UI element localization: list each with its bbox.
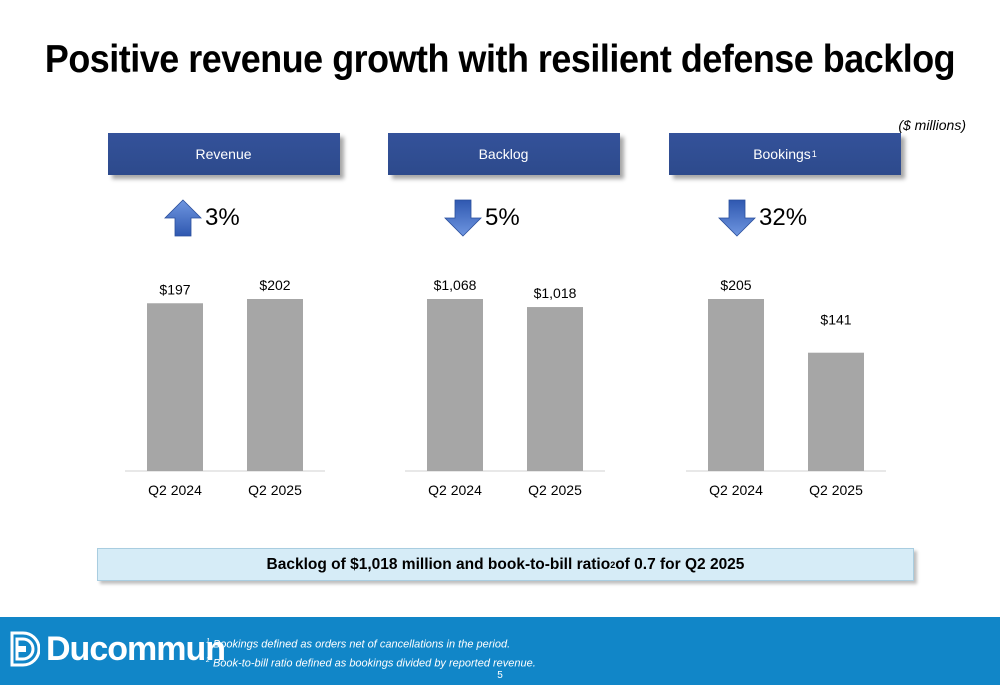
- revenue-header: Revenue: [108, 133, 340, 175]
- page-title: Positive revenue growth with resilient d…: [44, 38, 956, 81]
- arrow-down-icon: [718, 199, 756, 237]
- revenue-panel: Revenue 3% $197 Q2 2024 $202 Q2 2025: [108, 133, 348, 498]
- ducommun-logo-icon: [10, 631, 40, 667]
- bar-chart: $197 Q2 2024 $202 Q2 2025: [125, 277, 325, 498]
- footnote-1-sup: 1: [206, 638, 210, 645]
- units-label: ($ millions): [898, 117, 966, 133]
- bar-q2-2025: [247, 299, 303, 471]
- bar-q2-2024: [708, 299, 764, 471]
- footnote-2: 2 Book-to-bill ratio defined as bookings…: [206, 653, 536, 672]
- x-tick-label: Q2 2024: [709, 482, 763, 498]
- bar-q2-2025: [527, 307, 583, 471]
- data-label: $1,018: [534, 285, 577, 301]
- bar-q2-2025: [808, 352, 864, 471]
- backlog-panel: Backlog 5% $1,068 Q2 2024 $1,018 Q2 2025: [388, 133, 628, 498]
- data-label: $202: [259, 277, 290, 293]
- revenue-chart: $197 Q2 2024 $202 Q2 2025: [108, 269, 348, 499]
- brand-name: Ducommun: [46, 630, 226, 668]
- banner-sup: 2: [610, 559, 616, 570]
- revenue-change: 3%: [163, 197, 240, 239]
- bookings-header-sup: 1: [811, 149, 817, 159]
- bookings-change-value: 32%: [759, 204, 808, 231]
- x-tick-label: Q2 2024: [148, 482, 202, 498]
- data-label: $197: [159, 281, 190, 297]
- x-tick-label: Q2 2024: [428, 482, 482, 498]
- brand-logo: Ducommun: [10, 630, 226, 668]
- data-label: $141: [820, 312, 851, 328]
- bookings-panel: Bookings 1 32% $205 Q2 2024 $141 Q2 2025: [669, 133, 909, 498]
- data-label: $1,068: [434, 277, 477, 293]
- backlog-header: Backlog: [388, 133, 620, 175]
- bar-q2-2024: [427, 299, 483, 471]
- footer-bar: Ducommun 1 Bookings defined as orders ne…: [0, 617, 1000, 685]
- backlog-change: 5%: [443, 197, 520, 239]
- footnote-1: 1 Bookings defined as orders net of canc…: [206, 634, 536, 653]
- banner-text-before: Backlog of $1,018 million and book-to-bi…: [266, 555, 611, 573]
- x-tick-label: Q2 2025: [528, 482, 582, 498]
- footnote-1-text: Bookings defined as orders net of cancel…: [209, 638, 511, 651]
- bar-chart: $205 Q2 2024 $141 Q2 2025: [686, 277, 886, 498]
- backlog-change-value: 5%: [485, 204, 520, 231]
- revenue-header-label: Revenue: [195, 146, 252, 162]
- footnotes: 1 Bookings defined as orders net of canc…: [206, 634, 536, 671]
- backlog-chart: $1,068 Q2 2024 $1,018 Q2 2025: [388, 269, 628, 499]
- bookings-change: 32%: [717, 197, 807, 239]
- arrow-up-icon: [164, 199, 202, 237]
- banner-text-after: of 0.7 for Q2 2025: [615, 555, 745, 573]
- footnote-2-text: Book-to-bill ratio defined as bookings d…: [209, 657, 536, 670]
- page-number: 5: [497, 670, 503, 681]
- revenue-change-value: 3%: [205, 204, 240, 231]
- x-tick-label: Q2 2025: [248, 482, 302, 498]
- bar-chart: $1,068 Q2 2024 $1,018 Q2 2025: [405, 277, 605, 498]
- summary-banner: Backlog of $1,018 million and book-to-bi…: [97, 548, 914, 581]
- x-tick-label: Q2 2025: [809, 482, 863, 498]
- bookings-header-label: Bookings: [753, 146, 811, 162]
- footnote-2-sup: 2: [206, 656, 210, 664]
- data-label: $205: [720, 277, 751, 293]
- backlog-header-label: Backlog: [478, 146, 529, 162]
- bar-q2-2024: [147, 303, 203, 471]
- bookings-chart: $205 Q2 2024 $141 Q2 2025: [669, 269, 909, 499]
- bookings-header: Bookings 1: [669, 133, 901, 175]
- arrow-down-icon: [444, 199, 482, 237]
